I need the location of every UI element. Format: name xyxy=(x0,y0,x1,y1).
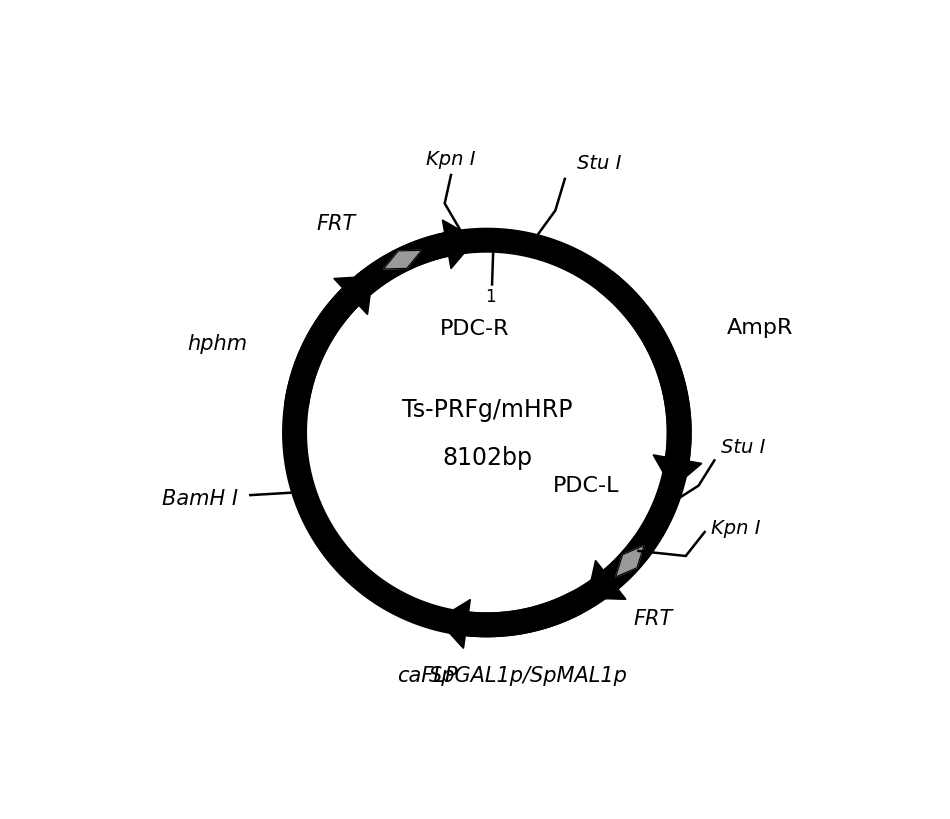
Text: Kpn I: Kpn I xyxy=(711,519,760,538)
Text: AmpR: AmpR xyxy=(727,319,793,338)
Text: 8102bp: 8102bp xyxy=(442,446,532,470)
Text: PDC-R: PDC-R xyxy=(440,319,509,339)
Text: caFLP: caFLP xyxy=(397,666,457,686)
Polygon shape xyxy=(654,455,702,488)
Text: FRT: FRT xyxy=(633,609,673,628)
Text: Stu I: Stu I xyxy=(578,154,622,173)
Text: FRT: FRT xyxy=(316,215,355,234)
Polygon shape xyxy=(437,600,470,649)
Text: hphm: hphm xyxy=(187,334,247,355)
Text: Stu I: Stu I xyxy=(721,438,765,457)
Polygon shape xyxy=(587,560,626,600)
Text: BamH I: BamH I xyxy=(162,489,238,509)
Polygon shape xyxy=(443,220,476,269)
Polygon shape xyxy=(333,276,372,314)
Text: SpGAL1p/SpMAL1p: SpGAL1p/SpMAL1p xyxy=(428,666,627,686)
Polygon shape xyxy=(384,251,422,269)
Polygon shape xyxy=(616,545,644,577)
Text: PDC-L: PDC-L xyxy=(553,476,619,495)
Text: Kpn I: Kpn I xyxy=(427,150,476,169)
Text: 1: 1 xyxy=(485,287,496,305)
Text: Ts-PRFg/mHRP: Ts-PRFg/mHRP xyxy=(402,398,572,423)
